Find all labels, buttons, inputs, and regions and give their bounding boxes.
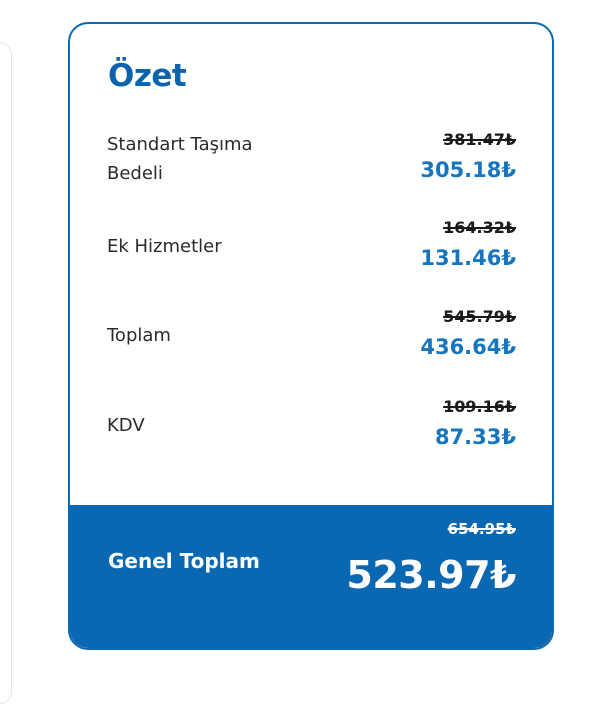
summary-row-subtotal: Toplam 545.79₺ 436.64₺ — [70, 307, 552, 381]
row-label: Ek Hizmetler — [107, 236, 222, 257]
side-panel-edge — [0, 42, 12, 704]
discounted-price: 87.33₺ — [434, 425, 516, 449]
row-label: Standart Taşıma Bedeli — [107, 134, 253, 184]
order-summary-card: Özet Standart Taşıma Bedeli 381.47₺ 305.… — [68, 22, 554, 650]
old-price: 381.47₺ — [443, 130, 516, 149]
discounted-price: 131.46₺ — [420, 246, 516, 270]
old-price: 545.79₺ — [443, 307, 516, 326]
discounted-price: 436.64₺ — [420, 335, 516, 359]
grand-total-label: Genel Toplam — [108, 549, 260, 573]
summary-row-extra-services: Ek Hizmetler 164.32₺ 131.46₺ — [70, 218, 552, 292]
old-price: 164.32₺ — [443, 218, 516, 237]
summary-row-shipping: Standart Taşıma Bedeli 381.47₺ 305.18₺ — [70, 130, 552, 204]
discounted-price: 305.18₺ — [420, 158, 516, 182]
grand-total-price: 523.97₺ — [346, 553, 516, 597]
row-label: Toplam — [107, 325, 171, 346]
row-label: KDV — [107, 415, 145, 436]
grand-total-old-price: 654.95₺ — [447, 520, 516, 538]
summary-title: Özet — [108, 58, 187, 94]
grand-total-section: Genel Toplam 654.95₺ 523.97₺ — [70, 505, 552, 648]
summary-row-vat: KDV 109.16₺ 87.33₺ — [70, 397, 552, 471]
old-price: 109.16₺ — [443, 397, 516, 416]
